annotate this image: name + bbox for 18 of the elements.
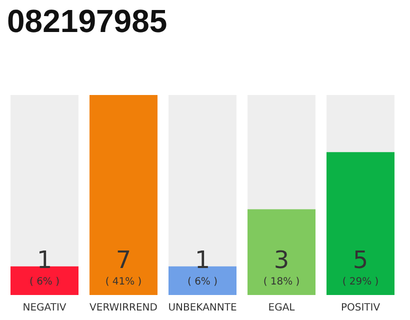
bar [10, 266, 78, 295]
annotation: ( 41% ) [105, 276, 142, 288]
data-label: 1 [36, 246, 52, 274]
annotation: ( 18% ) [263, 276, 300, 288]
data-label: 7 [116, 246, 132, 274]
x-tick-label: NEGATIV [22, 302, 66, 314]
annotation: ( 6% ) [187, 276, 218, 288]
chart-title: 082197985 [7, 3, 168, 39]
x-tick-label: EGAL [268, 302, 296, 314]
x-tick-label: POSITIV [340, 302, 380, 314]
x-tick-label: VERWIRREND [90, 302, 158, 314]
data-label: 5 [352, 246, 368, 274]
annotation: ( 29% ) [342, 276, 379, 288]
annotation: ( 6% ) [29, 276, 60, 288]
data-label: 3 [274, 246, 290, 274]
x-tick-label: UNBEKANNTE [168, 302, 237, 314]
data-label: 1 [194, 246, 210, 274]
bar [168, 266, 236, 295]
